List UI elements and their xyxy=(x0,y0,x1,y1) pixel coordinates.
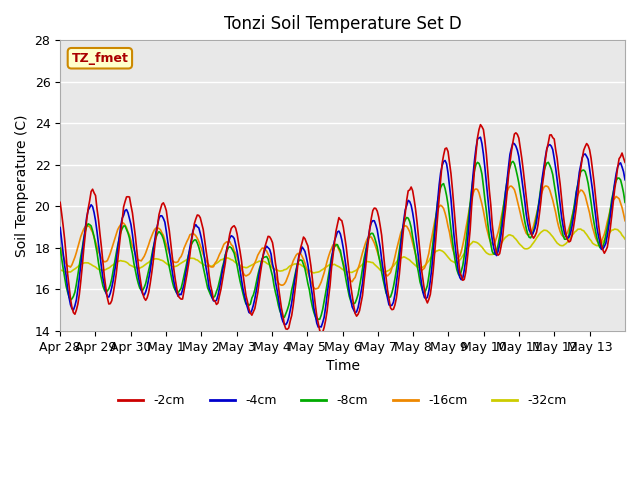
Title: Tonzi Soil Temperature Set D: Tonzi Soil Temperature Set D xyxy=(224,15,461,33)
Text: TZ_fmet: TZ_fmet xyxy=(72,52,129,65)
Y-axis label: Soil Temperature (C): Soil Temperature (C) xyxy=(15,114,29,257)
X-axis label: Time: Time xyxy=(326,359,360,373)
Legend: -2cm, -4cm, -8cm, -16cm, -32cm: -2cm, -4cm, -8cm, -16cm, -32cm xyxy=(113,389,572,412)
